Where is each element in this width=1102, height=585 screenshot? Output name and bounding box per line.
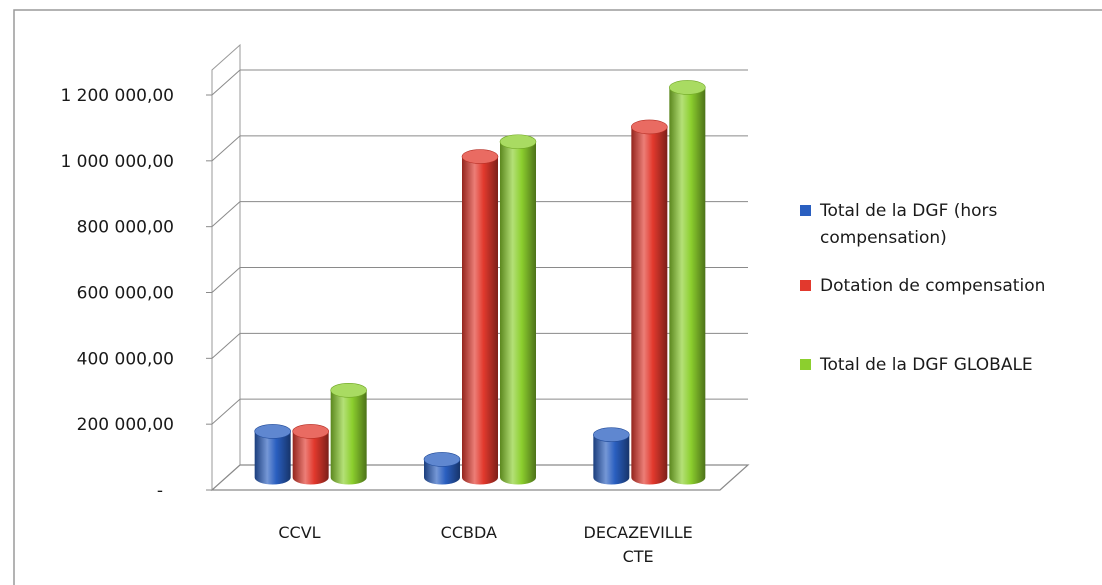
bars [254, 80, 706, 485]
legend-swatch [800, 205, 811, 216]
legend-item: Total de la DGF (hors compensation) [800, 201, 998, 248]
bar-top [423, 452, 461, 467]
bar-top [499, 134, 537, 150]
x-axis-labels: CCVL CCBDA DECAZEVILLE CTE [278, 523, 692, 566]
bar [292, 424, 329, 485]
gridline-side [211, 135, 241, 162]
y-tick-label: 200 000,00 [77, 415, 174, 435]
x-tick-label: CCBDA [441, 523, 497, 542]
bar [254, 424, 291, 485]
bar [330, 382, 367, 485]
bar-body [593, 434, 630, 485]
y-axis-ticks: 1 200 000,00 1 000 000,00 800 000,00 600 00… [60, 86, 212, 501]
bar-top [330, 382, 367, 398]
x-tick-label: CCVL [278, 523, 320, 542]
gridline-side [211, 332, 241, 359]
bar [669, 80, 706, 485]
legend-swatch [800, 359, 811, 370]
gridline-side [211, 69, 241, 96]
legend-item: Dotation de compensation [800, 276, 1045, 296]
y-tick-label: 600 000,00 [77, 284, 174, 304]
legend: Total de la DGF (hors compensation) Dotati… [800, 201, 1045, 375]
x-tick-label: DECAZEVILLE CTE [584, 523, 693, 566]
legend-label: Total de la DGF (hors compensation) [819, 201, 998, 248]
bar [499, 134, 537, 485]
y-tick-label: 800 000,00 [77, 218, 174, 238]
legend-item: Total de la DGF GLOBALE [800, 355, 1033, 375]
bar [593, 427, 630, 485]
bar-top [254, 424, 291, 439]
bar-body [254, 431, 291, 485]
bar-top [631, 119, 668, 135]
gridline-side [211, 201, 241, 228]
legend-swatch [800, 280, 811, 291]
y-tick-label: - [157, 481, 163, 501]
legend-label: Dotation de compensation [820, 276, 1045, 296]
bar [423, 452, 461, 485]
legend-label: Total de la DGF GLOBALE [819, 355, 1033, 375]
bar [461, 149, 499, 485]
y-tick-label: 400 000,00 [77, 349, 174, 369]
bar-top [669, 80, 706, 95]
gridline-side [211, 398, 241, 425]
bar [631, 119, 668, 485]
bar-body [330, 390, 367, 485]
bar-top [461, 149, 499, 164]
bar-top [292, 424, 329, 439]
bar-body [500, 141, 536, 485]
bar-body [292, 431, 329, 485]
y-tick-label: 1 200 000,00 [60, 86, 174, 106]
y-tick-label: 1 000 000,00 [60, 152, 174, 172]
bar-top [593, 427, 630, 443]
bar-body [669, 87, 706, 485]
bar-body [462, 156, 498, 485]
side-wall [211, 43, 241, 492]
bar-body [631, 126, 668, 485]
gridline-side [211, 267, 241, 293]
